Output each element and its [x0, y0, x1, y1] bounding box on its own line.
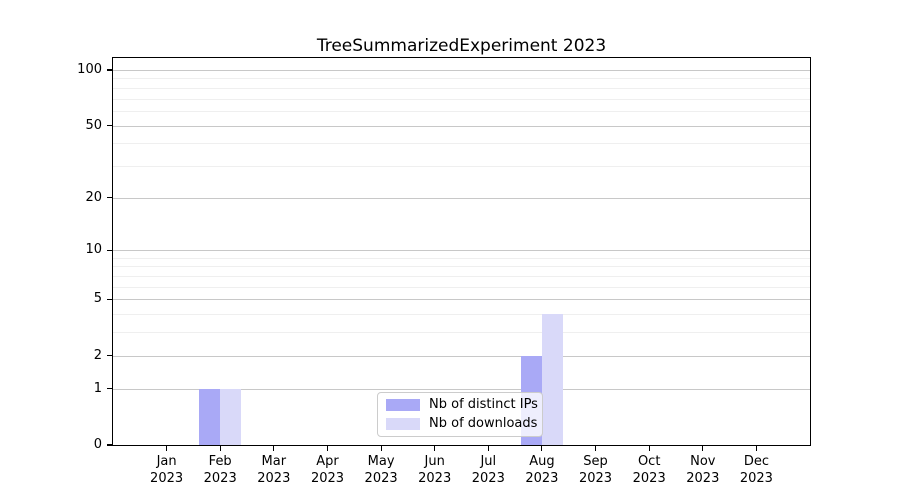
major-gridline: [113, 388, 810, 390]
x-tick-mark: [487, 445, 489, 451]
minor-gridline: [113, 165, 810, 167]
y-tick-label: 20: [85, 189, 102, 205]
minor-gridline: [113, 110, 810, 112]
major-gridline: [113, 299, 810, 301]
x-tick-label: Apr 2023: [310, 454, 345, 486]
y-tick-mark: [107, 249, 113, 251]
legend-swatch-distinct-ips: [386, 399, 420, 412]
y-tick-label: 10: [85, 242, 102, 258]
minor-gridline: [113, 266, 810, 268]
x-tick-label: Feb 2023: [203, 454, 237, 486]
x-tick-label: Oct 2023: [632, 454, 666, 486]
y-tick-label: 50: [85, 117, 102, 133]
y-tick-mark: [107, 388, 113, 390]
x-tick-label: Sep 2023: [578, 454, 613, 486]
y-tick-mark: [107, 124, 113, 127]
x-tick-label: Nov 2023: [686, 454, 720, 486]
y-tick-label: 0: [93, 437, 102, 452]
y-tick-mark: [107, 197, 113, 199]
major-gridline: [113, 355, 810, 357]
x-tick-mark: [594, 445, 597, 451]
minor-gridline: [113, 257, 810, 259]
major-gridline: [113, 197, 810, 199]
minor-gridline: [113, 98, 810, 100]
legend-label-distinct-ips: Nb of distinct IPs: [429, 397, 538, 413]
legend-swatch-downloads: [386, 417, 420, 430]
major-gridline: [113, 70, 810, 71]
chart-title: TreeSummarizedExperiment 2023: [316, 36, 607, 56]
y-tick-mark: [107, 444, 113, 446]
y-tick-label: 5: [93, 291, 102, 307]
x-tick-label: Mar 2023: [257, 454, 291, 486]
x-tick-mark: [541, 445, 543, 451]
x-tick-mark: [755, 445, 757, 451]
bar-distinct-ips: [199, 388, 221, 445]
x-tick-mark: [166, 445, 168, 451]
x-tick-label: Jan 2023: [150, 454, 184, 486]
x-tick-label: Jul 2023: [471, 454, 505, 486]
x-tick-mark: [380, 445, 382, 451]
x-tick-label: Aug 2023: [525, 454, 559, 486]
x-tick-label: May 2023: [364, 454, 398, 486]
legend-item-distinct-ips: Nb of distinct IPs: [386, 397, 538, 413]
bar-downloads: [220, 388, 242, 445]
x-tick-mark: [273, 445, 275, 451]
x-tick-mark: [434, 445, 436, 451]
x-tick-label: Jun 2023: [418, 454, 452, 486]
y-tick-label: 2: [93, 347, 102, 363]
legend: Nb of distinct IPs Nb of downloads: [377, 392, 543, 437]
y-tick-label: 100: [77, 62, 102, 77]
legend-item-downloads: Nb of downloads: [386, 415, 538, 432]
x-tick-label: Dec 2023: [739, 454, 773, 486]
y-tick-label: 1: [93, 380, 102, 396]
x-tick-mark: [702, 445, 704, 451]
minor-gridline: [113, 332, 810, 334]
y-tick-mark: [107, 355, 113, 357]
major-gridline: [113, 250, 810, 252]
x-tick-mark: [326, 445, 329, 451]
minor-gridline: [113, 78, 810, 80]
bar-downloads: [541, 314, 563, 445]
legend-label-downloads: Nb of downloads: [429, 415, 538, 431]
y-tick-mark: [107, 69, 113, 71]
minor-gridline: [113, 87, 810, 89]
minor-gridline: [113, 143, 810, 145]
x-tick-mark: [219, 445, 221, 451]
minor-gridline: [113, 314, 810, 316]
x-tick-mark: [648, 445, 650, 451]
major-gridline: [113, 125, 810, 127]
y-tick-mark: [107, 298, 113, 300]
minor-gridline: [113, 276, 810, 277]
minor-gridline: [113, 286, 810, 288]
